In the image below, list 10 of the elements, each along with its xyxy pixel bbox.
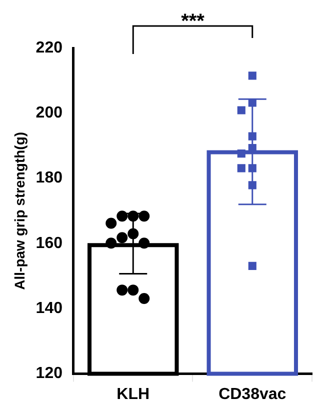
x-tick-label: KLH xyxy=(116,386,150,403)
y-tick-label: 120 xyxy=(36,365,63,382)
x-tick-label: CD38vac xyxy=(218,386,286,403)
y-tick-label: 180 xyxy=(36,170,63,187)
y-tick-label: 200 xyxy=(36,104,63,122)
text: *** xyxy=(181,10,205,33)
y-axis-title: All-paw grip strength(g) xyxy=(11,132,28,290)
y-tick-label: 140 xyxy=(36,300,63,318)
y-tick-label: 160 xyxy=(36,234,63,252)
y-tick-label: 220 xyxy=(36,39,63,56)
